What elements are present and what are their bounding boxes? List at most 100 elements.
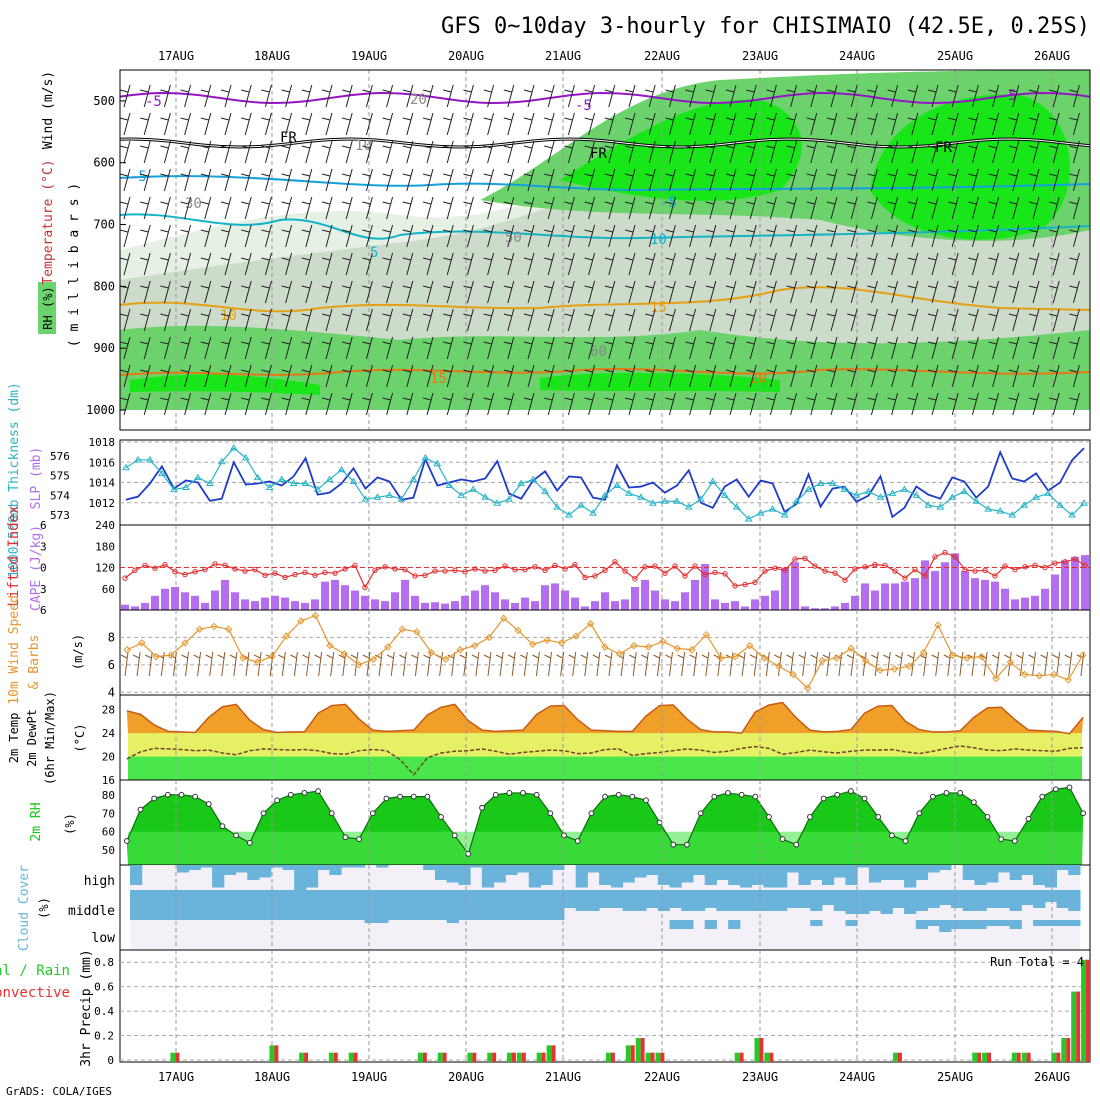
date-label-top: 23AUG [742,49,778,63]
rain-bar [1021,1052,1027,1062]
rain-bar [269,1045,275,1062]
upper-wind-barb [220,140,232,164]
cloud-cover-cell [1009,920,1022,929]
lifted-index-point [272,570,278,576]
upper-wind-barb [806,224,818,248]
upper-wind-barb [180,280,192,304]
upper-wind-barb [786,84,798,108]
lifted-index-point [722,571,728,577]
cape-bar [411,595,419,610]
thickness-point [792,497,801,504]
wind-speed-point [818,657,826,665]
lifted-index-point [972,568,978,574]
convective-bar [353,1052,358,1062]
surface-wind-barb [471,651,480,677]
wind-speed-point [224,625,233,633]
upper-wind-barb [422,336,434,360]
thickness-point [505,495,514,502]
rh-point [301,790,308,796]
upper-wind-barb [503,308,515,332]
cloud-level-label: low [92,931,116,946]
convective-bar [987,1052,992,1062]
upper-wind-barb [463,364,474,388]
date-label-bottom: 20AUG [448,1070,484,1084]
cloud-cover-cell [669,890,682,908]
upper-wind-barb [382,224,394,248]
upper-wind-barb [362,280,373,304]
thickness-point [469,485,478,492]
upper-wind-barb [806,140,818,164]
lifted-index-tick: 3 [40,540,47,553]
upper-wind-barb [1028,224,1040,248]
cape-bar [601,592,609,610]
cloud-cover-cell [798,865,811,885]
rh-point [807,814,813,820]
cloud-cover-cell [470,890,483,920]
upper-wind-barb [523,280,535,304]
upper-wind-barb [180,168,192,192]
cloud-cover-cell [434,865,448,880]
total-rain-label: Total / Rain [0,963,70,979]
rain-bar [348,1052,354,1062]
cloud-cover-cell [868,890,882,911]
cloud-cover-cell [259,890,272,920]
upper-wind-barb [584,280,596,304]
cloud-cover-cell [575,865,588,888]
thickness-point [433,459,442,467]
wind-speed-point [470,641,479,650]
wind-speed-point [355,661,363,669]
cape-bar [581,606,589,610]
lifted-index-point [372,567,378,574]
lifted-index-point [292,571,298,578]
contour-label: 30 [185,196,202,212]
upper-wind-barb [1008,168,1020,192]
upper-wind-barb [422,140,434,164]
wind-speed-point [934,621,942,629]
upper-wind-barb [160,280,171,304]
upper-wind-barb [645,84,656,108]
thickness-tick: 576 [50,450,70,463]
upper-wind-barb [342,308,353,332]
surface-wind-barb [701,651,710,677]
upper-wind-barb [321,112,333,136]
cloud-cover-cell [739,865,753,888]
cloud-cover-cell [974,920,987,929]
upper-wind-barb [342,224,353,248]
wind-speed-point [760,654,768,662]
upper-wind-barb [665,364,676,388]
cloud-cover-cell [282,890,295,920]
rh-point [547,810,554,817]
cloud-cover-cell [587,890,600,911]
upper-wind-barb [220,364,232,388]
cloud-cover-cell [130,865,143,885]
surface-wind-barb [1064,651,1073,677]
upper-wind-barb [281,308,293,332]
upper-wind-barb [665,84,676,108]
cape-bar [851,595,859,610]
cloud-cover-cell [540,890,553,920]
contour-label: 15 [430,371,447,387]
thickness-point [996,507,1005,514]
upper-wind-barb [705,364,717,388]
lifted-index-point [682,573,688,579]
upper-wind-barb [402,224,414,248]
cloud-cover-cell [939,920,952,932]
cloud-cover-cell [176,890,190,920]
thickness-tick: 573 [50,509,70,522]
cape-tick: 180 [95,540,115,553]
thickness-point [1056,501,1064,508]
upper-wind-barb [180,252,192,276]
upper-wind-barb [887,168,899,192]
cloud-cover-cell [446,890,459,920]
convective-bar [541,1052,546,1062]
cape-bar [891,583,899,610]
wind-speed-point [152,652,160,661]
upper-wind-barb [948,364,959,388]
thickness-point [217,457,226,465]
cape-bar [451,601,459,610]
run-total-label: Run Total = 4 [990,955,1084,969]
thickness-point [1044,489,1052,496]
wind-axis-label: Wind (m/s) [41,71,56,149]
surface-wind-barb [374,651,383,677]
upper-wind-barb [544,364,555,388]
